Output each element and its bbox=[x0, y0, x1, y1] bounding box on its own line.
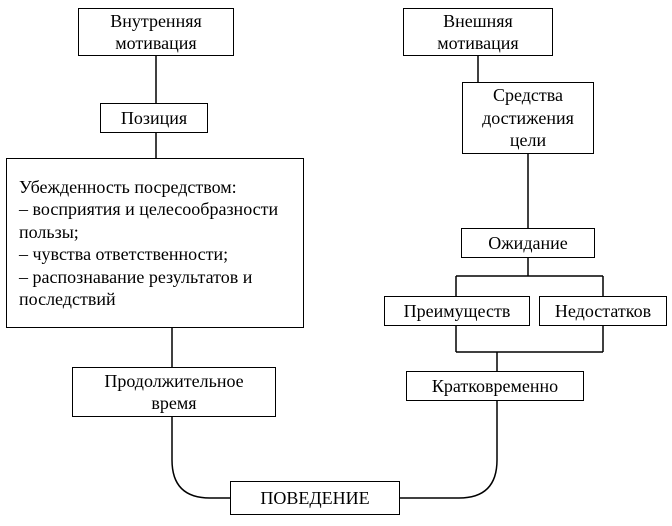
flowchart-canvas: Внутренняя мотивация Внешняя мотивация П… bbox=[0, 0, 672, 526]
node-label: Кратковременно bbox=[432, 375, 558, 398]
node-label: Убежденность посредством: – восприятия и… bbox=[19, 176, 291, 311]
node-position: Позиция bbox=[100, 103, 208, 133]
node-label: Недостатков bbox=[555, 300, 651, 323]
node-advantages: Преимуществ bbox=[384, 296, 530, 326]
node-disadvantages: Недостатков bbox=[539, 296, 667, 326]
node-label: Внутренняя мотивация bbox=[87, 10, 225, 55]
node-label: Внешняя мотивация bbox=[412, 10, 544, 55]
node-long-time: Продолжительное время bbox=[72, 367, 276, 417]
node-label: Ожидание bbox=[488, 232, 567, 255]
node-behavior: ПОВЕДЕНИЕ bbox=[230, 481, 400, 515]
node-conviction: Убежденность посредством: – восприятия и… bbox=[6, 158, 304, 328]
node-label: Позиция bbox=[121, 107, 187, 130]
node-means: Средства достижения цели bbox=[462, 82, 594, 154]
node-outer-motivation: Внешняя мотивация bbox=[403, 8, 553, 56]
node-short-time: Кратковременно bbox=[406, 371, 584, 401]
node-label: ПОВЕДЕНИЕ bbox=[260, 487, 369, 510]
node-expectation: Ожидание bbox=[461, 228, 595, 258]
node-label: Продолжительное время bbox=[81, 370, 267, 415]
node-label: Преимуществ bbox=[404, 300, 511, 323]
node-inner-motivation: Внутренняя мотивация bbox=[78, 8, 234, 56]
node-label: Средства достижения цели bbox=[471, 84, 585, 152]
